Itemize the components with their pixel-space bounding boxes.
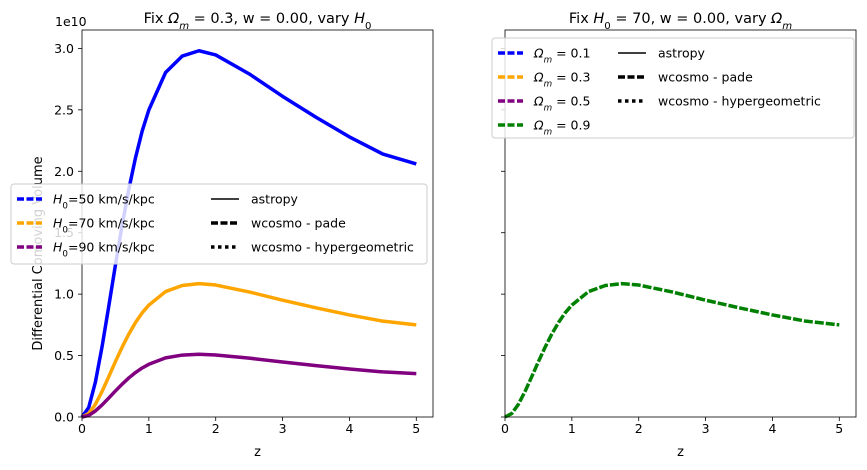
x-tick-label: 3 [279,421,287,436]
y-tick-label: 3.0 [54,41,74,56]
y-tick-label: 2.0 [54,164,74,179]
y-tick-label: 0.0 [54,410,74,425]
legend-label: H0=70 km/s/kpc [53,216,155,236]
x-tick-label: 2 [635,421,643,436]
legend-label: Ωm = 0.1 [533,46,590,66]
series-line-h0-90-km-s-kpc [81,352,417,419]
x-axis-label: z [677,445,684,460]
x-tick-label: 4 [345,421,353,436]
legend-label: Ωm = 0.5 [533,94,590,114]
x-tick-label: 0 [78,421,86,436]
legend-label: Ωm = 0.9 [533,118,590,138]
chart-title: Fix Ωm = 0.3, w = 0.00, vary H0 [144,11,372,32]
legend-style-label: wcosmo - hypergeometric [251,240,414,255]
series-line-h0-70-km-s-kpc [81,281,417,419]
legend: Ωm = 0.1 Ωm = 0.3 Ωm = 0.5 Ωm = 0.9 astropy w… [491,37,855,139]
legend-box [491,37,855,139]
x-tick-label: 3 [702,421,710,436]
x-tick-label: 5 [835,421,843,436]
x-tick-label: 0 [501,421,509,436]
legend-label: Ωm = 0.3 [533,70,590,90]
x-tick-label: 5 [412,421,420,436]
plot-frame [504,29,857,418]
x-axis-label: z [254,445,261,460]
x-tick-label: 1 [568,421,576,436]
legend: H0=50 km/s/kpc H0=70 km/s/kpc H0=90 km/s/k… [10,183,428,265]
y-tick-label: 1.0 [54,287,74,302]
x-tick-label: 4 [768,421,776,436]
y-tick-label: 0.5 [54,348,74,363]
y-offset-label: 1e10 [55,14,87,29]
legend-style-label: wcosmo - pade [658,70,753,85]
series-line--m-0-9 [504,281,840,419]
legend-label: H0=90 km/s/kpc [53,240,155,260]
chart-panel-1: 0123450.00.51.01.52.02.53.01e10zDifferen… [10,11,434,460]
legend-style-label: astropy [251,192,299,207]
series-line-h0-50-km-s-kpc [80,49,417,419]
legend-label: H0=50 km/s/kpc [53,192,155,212]
chart-title: Fix H0 = 70, w = 0.00, vary Ωm [569,11,792,32]
legend-style-label: wcosmo - pade [251,216,346,231]
chart-panel-2: 0 1 2 3 4 5 z Fix H0 = 70, w = 0.00, vary Ωm Ωm … [491,11,857,460]
legend-style-label: wcosmo - hypergeometric [658,94,821,109]
legend-box [10,183,428,265]
y-tick-label: 2.5 [54,102,74,117]
legend-style-label: astropy [658,46,706,61]
x-tick-label: 1 [145,421,153,436]
x-tick-label: 2 [212,421,220,436]
